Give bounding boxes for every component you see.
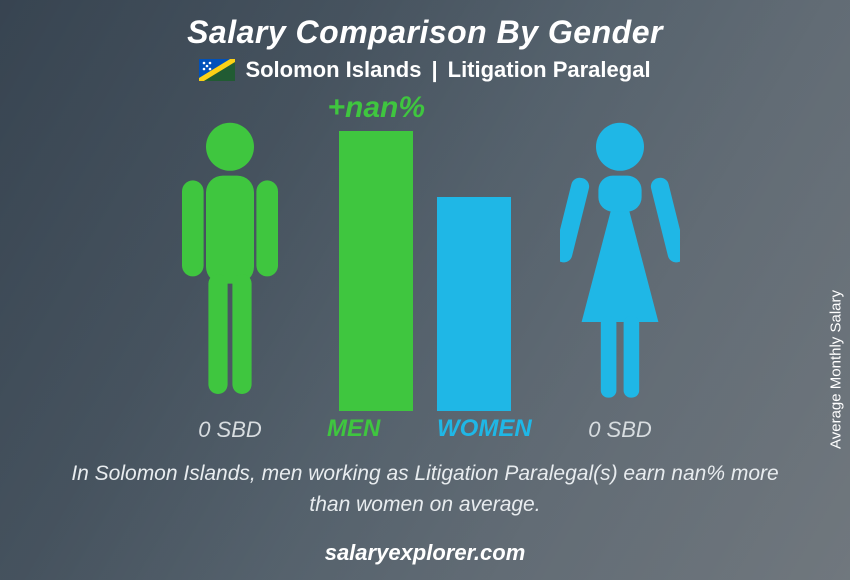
bar-group bbox=[339, 131, 511, 411]
subtitle-separator: | bbox=[431, 57, 437, 83]
female-figure-icon bbox=[560, 118, 680, 411]
women-salary: 0 SBD bbox=[560, 417, 680, 443]
subtitle-country: Solomon Islands bbox=[245, 57, 421, 83]
subtitle-role: Litigation Paralegal bbox=[448, 57, 651, 83]
bar-men bbox=[339, 131, 413, 411]
men-salary: 0 SBD bbox=[170, 417, 290, 443]
male-figure-icon bbox=[170, 118, 290, 411]
flag-icon bbox=[199, 59, 235, 81]
footer-source: salaryexplorer.com bbox=[0, 540, 850, 566]
men-label: MEN bbox=[327, 415, 380, 443]
bar-women bbox=[437, 197, 511, 411]
caption-text: In Solomon Islands, men working as Litig… bbox=[0, 459, 850, 520]
subtitle-row: Solomon Islands | Litigation Paralegal bbox=[0, 57, 850, 83]
y-axis-label: Average Monthly Salary bbox=[828, 290, 845, 449]
delta-label: +nan% bbox=[327, 91, 425, 125]
page-title: Salary Comparison By Gender bbox=[0, 0, 850, 51]
women-label: WOMEN bbox=[437, 415, 532, 443]
infographic-root: Salary Comparison By Gender Solomon Isla… bbox=[0, 0, 850, 580]
chart-area: +nan% bbox=[0, 91, 850, 451]
